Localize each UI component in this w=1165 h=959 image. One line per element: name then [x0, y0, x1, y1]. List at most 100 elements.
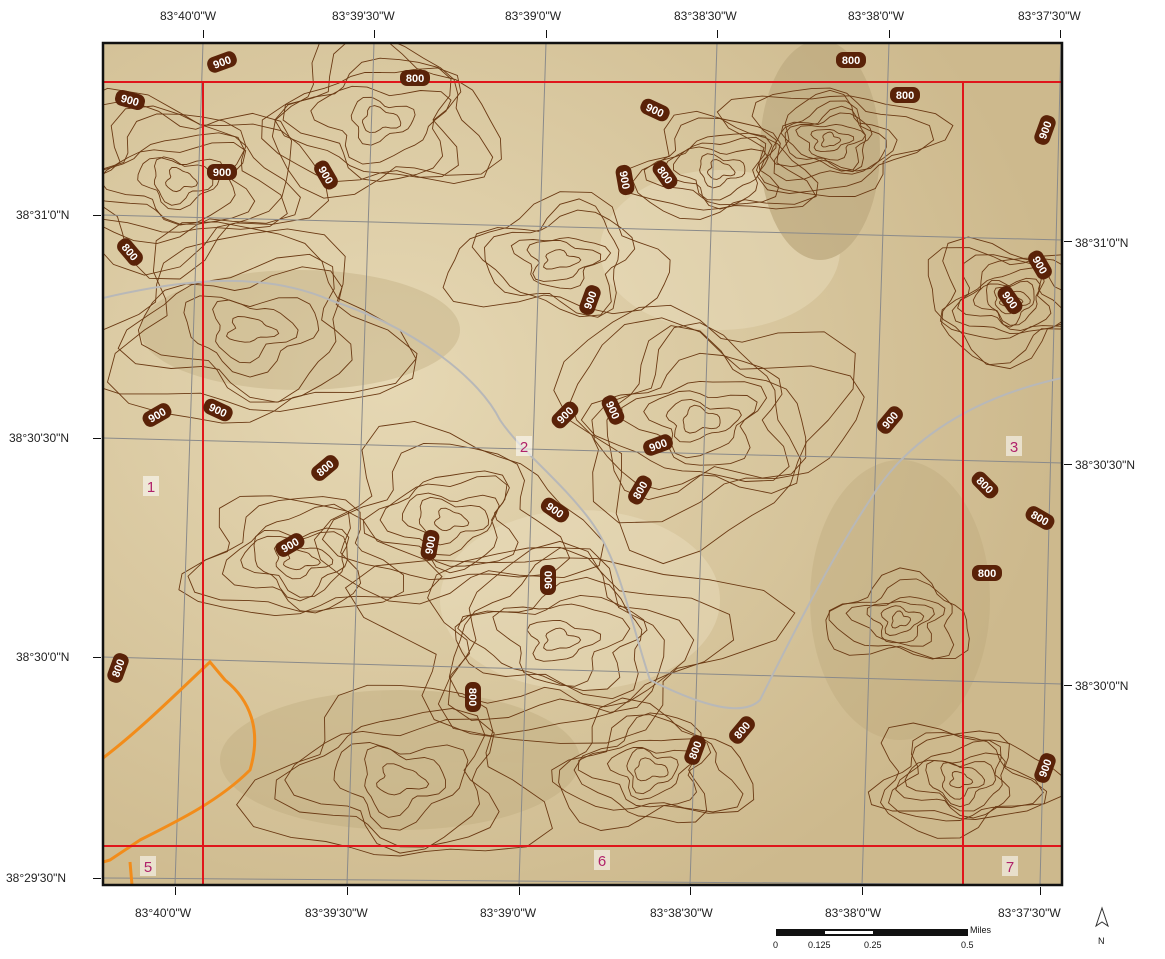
- contour-line: [221, 503, 362, 614]
- contour-line: [457, 594, 648, 692]
- contour-line: [606, 325, 807, 501]
- contour-line: [273, 542, 334, 580]
- contour-line: [940, 761, 986, 800]
- contour-line: [821, 131, 842, 148]
- contour-label: 900: [115, 89, 145, 111]
- contour-label-text: 900: [648, 437, 669, 455]
- contour-label: 800: [836, 52, 866, 68]
- contour-label: 900: [420, 529, 440, 561]
- contour-line: [153, 156, 214, 206]
- contour-line: [665, 398, 742, 443]
- contour-line: [282, 548, 321, 571]
- contour-label-text: 900: [423, 535, 438, 555]
- contour-line: [643, 132, 780, 206]
- top-longitude-label: 83°38'0"W: [848, 9, 905, 23]
- top-longitude-label: 83°37'30"W: [1018, 9, 1081, 23]
- contour-line: [880, 722, 1062, 839]
- contour-line: [321, 442, 571, 581]
- contour-line: [591, 322, 802, 494]
- contour-line: [137, 266, 343, 403]
- contour-label-text: 800: [406, 73, 424, 85]
- contour-line: [716, 95, 954, 198]
- contour-label-text: 900: [1037, 120, 1055, 141]
- contour-line: [364, 745, 446, 818]
- contour-line: [471, 209, 636, 318]
- contour-line: [344, 557, 796, 744]
- contour-label-text: 900: [212, 54, 233, 72]
- contour-line: [225, 316, 280, 343]
- contour-line: [484, 198, 620, 318]
- contour-label: 900: [1028, 250, 1052, 280]
- contour-line: [828, 578, 955, 660]
- contour-line: [972, 277, 1041, 326]
- quad-label-6: 6: [598, 853, 606, 870]
- contour-line: [551, 714, 744, 813]
- contour-label: 900: [540, 565, 556, 595]
- contour-line: [137, 157, 225, 211]
- contour-label: 800: [684, 735, 706, 765]
- contour-label-text: 800: [110, 658, 128, 679]
- contour-line: [333, 742, 469, 831]
- left-latitude-label: 38°29'30"N: [6, 871, 67, 885]
- quad-label-7: 7: [1006, 859, 1014, 876]
- contour-line: [569, 317, 865, 524]
- contour-label-text: 800: [896, 90, 914, 102]
- left-latitude-label: 38°30'30"N: [9, 431, 70, 445]
- contour-line: [103, 99, 292, 280]
- contour-label: 900: [314, 160, 338, 190]
- contour-label: 900: [643, 434, 673, 456]
- contour-label: 900: [579, 285, 601, 315]
- contour-line: [274, 708, 500, 848]
- contour-line: [103, 105, 301, 245]
- contour-line: [240, 527, 350, 598]
- quad-number-labels: 1 2 3 5 6 7: [140, 436, 1022, 876]
- contour-line: [751, 87, 935, 194]
- scale-tick: 0.25: [864, 940, 882, 950]
- contour-line: [183, 295, 320, 378]
- contour-label-text: 800: [842, 55, 860, 67]
- contour-label: 800: [972, 565, 1002, 581]
- quad-label-2: 2: [520, 439, 528, 456]
- contour-label-text: 800: [978, 568, 996, 580]
- north-arrow-icon: [1095, 906, 1109, 928]
- contour-line: [543, 627, 582, 651]
- contour-line: [274, 57, 459, 178]
- contour-label: 900: [207, 51, 237, 73]
- scale-tick: 0.5: [961, 940, 974, 950]
- right-latitude-label: 38°30'0"N: [1075, 679, 1129, 693]
- contour-line: [433, 507, 470, 532]
- bottom-longitude-label: 83°40'0"W: [135, 906, 192, 920]
- contour-label-text: 900: [543, 571, 555, 589]
- contour-line: [282, 67, 462, 182]
- contour-label-text: 900: [119, 93, 140, 109]
- bottom-longitude-label: 83°38'0"W: [825, 906, 882, 920]
- contour-line: [558, 697, 755, 831]
- road-line: [103, 279, 1062, 710]
- contour-line: [362, 105, 402, 134]
- contour-label: 800: [1025, 506, 1055, 530]
- contour-label-text: 900: [1037, 758, 1055, 779]
- north-label: N: [1098, 936, 1105, 946]
- contour-label: 900: [640, 98, 670, 122]
- left-latitude-label: 38°31'0"N: [16, 208, 70, 222]
- contour-label: 900: [1034, 115, 1056, 145]
- boundary-line: [103, 659, 257, 885]
- contour-line: [526, 620, 602, 662]
- contour-label: 800: [107, 653, 129, 683]
- contour-line: [284, 718, 495, 854]
- contour-line: [448, 547, 665, 713]
- contour-line: [103, 228, 418, 412]
- contour-line: [401, 492, 500, 556]
- contour-line: [673, 146, 769, 201]
- contour-line: [573, 712, 708, 824]
- contour-line: [699, 153, 746, 189]
- contour-line: [845, 596, 946, 647]
- contour-line: [253, 529, 348, 602]
- contour-line: [454, 576, 643, 700]
- contour-line: [577, 738, 712, 808]
- contour-line: [606, 747, 695, 801]
- contour-line: [795, 123, 867, 161]
- contour-line: [379, 475, 508, 574]
- contour-line: [510, 237, 612, 290]
